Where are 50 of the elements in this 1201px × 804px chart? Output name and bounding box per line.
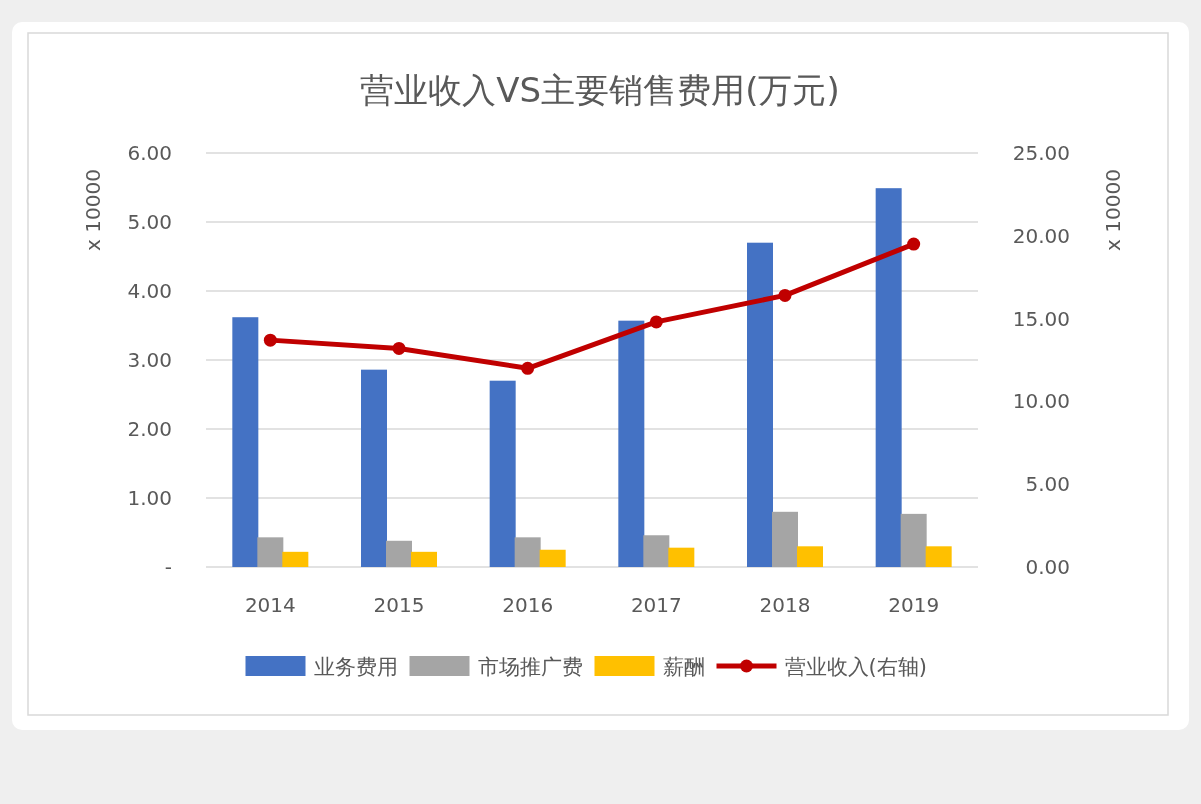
chart-title: 营业收入VS主要销售费用(万元) xyxy=(360,70,840,110)
y2-axis-title: x 10000 xyxy=(1101,169,1125,251)
x-tick-label: 2015 xyxy=(373,593,425,617)
x-tick-label: 2018 xyxy=(759,593,811,617)
x-tick-label: 2017 xyxy=(630,593,682,617)
bar xyxy=(797,546,823,567)
y2-tick-label: 5.00 xyxy=(1025,472,1070,497)
y-tick-label: - xyxy=(164,555,172,579)
bar xyxy=(747,242,773,567)
bar xyxy=(875,188,902,567)
y2-tick-label: 0.00 xyxy=(1025,555,1070,579)
legend-label: 营业收入(右轴) xyxy=(784,655,927,679)
bar xyxy=(925,546,952,567)
bar xyxy=(618,320,645,567)
y-tick-label: 4.00 xyxy=(127,279,172,303)
bar xyxy=(232,317,259,567)
point xyxy=(263,333,277,347)
point xyxy=(907,237,921,251)
x-tick-label: 2014 xyxy=(244,593,296,617)
legend-label: 业务费用 xyxy=(313,655,398,679)
y2-tick-label: 10.00 xyxy=(1012,389,1070,414)
x-tick-label: 2019 xyxy=(888,593,940,617)
bar xyxy=(900,513,927,567)
bar xyxy=(489,380,516,567)
point xyxy=(521,361,535,375)
bar xyxy=(668,547,695,567)
y-tick-label: 2.00 xyxy=(127,417,172,441)
y-tick-label: 6.00 xyxy=(127,141,172,165)
y-tick-label: 1.00 xyxy=(127,486,172,510)
bar xyxy=(257,537,284,567)
bar xyxy=(386,540,412,567)
legend-label: 薪酬 xyxy=(662,655,705,679)
point xyxy=(392,341,406,355)
bar xyxy=(361,369,387,567)
x-tick-label: 2016 xyxy=(502,593,554,617)
legend-label: 市场推广费 xyxy=(477,655,583,679)
y-tick-label: 3.00 xyxy=(127,348,172,372)
bar xyxy=(539,549,566,567)
point xyxy=(778,288,792,302)
bar xyxy=(282,551,309,567)
y2-tick-label: 25.00 xyxy=(1012,141,1070,165)
bar xyxy=(514,537,541,567)
bar xyxy=(772,511,798,567)
y-tick-label: 5.00 xyxy=(127,210,172,234)
y2-tick-label: 15.00 xyxy=(1012,306,1070,331)
y2-tick-label: 20.00 xyxy=(1012,223,1070,248)
bar xyxy=(643,535,670,567)
y-axis-title: x 10000 xyxy=(81,169,105,251)
point xyxy=(649,315,663,329)
bar xyxy=(411,551,437,567)
